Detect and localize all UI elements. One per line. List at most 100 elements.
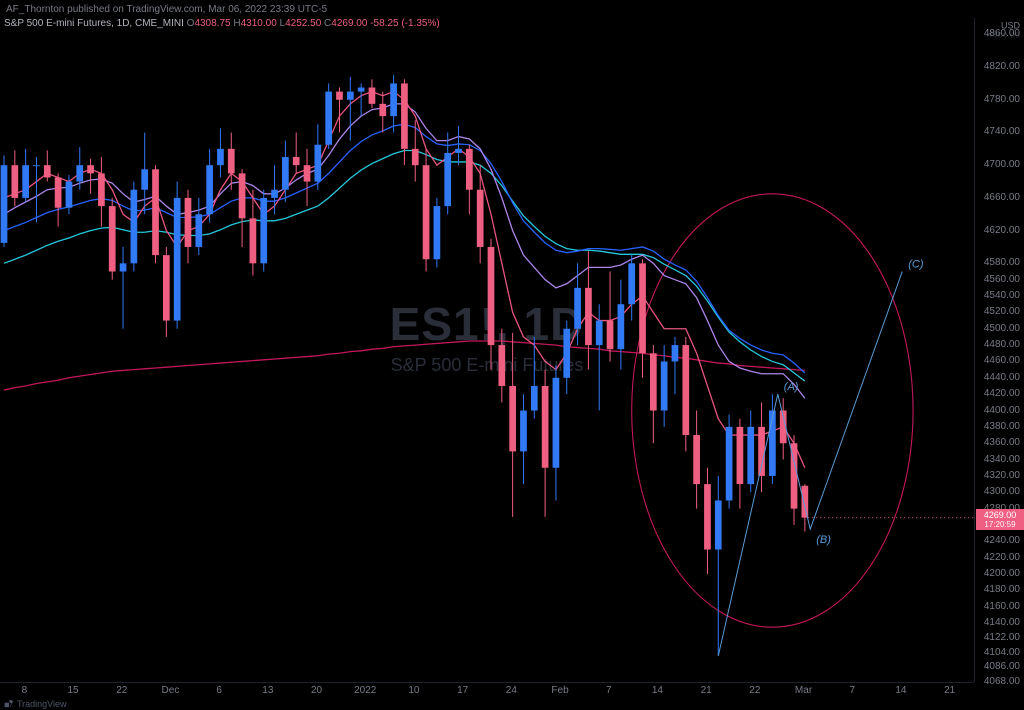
- candle-body: [98, 173, 105, 206]
- candle-body: [163, 255, 170, 320]
- candle-body: [477, 190, 484, 247]
- x-tick: 20: [311, 685, 322, 696]
- publisher-line: AF_Thornton published on TradingView.com…: [6, 4, 327, 15]
- candle-body: [131, 190, 138, 264]
- candle-body: [715, 500, 722, 549]
- time-axis[interactable]: 81522Dec613202022101724Feb7142122Mar7142…: [0, 682, 974, 700]
- publisher: AF_Thornton: [6, 4, 64, 15]
- candle-body: [304, 165, 311, 181]
- candle-body: [628, 263, 635, 304]
- y-tick: 4520.00: [984, 307, 1020, 317]
- candle-body: [44, 165, 51, 177]
- x-tick: 6: [216, 685, 222, 696]
- y-tick: 4200.00: [984, 569, 1020, 579]
- candle-body: [498, 345, 505, 386]
- candle-body: [542, 386, 549, 468]
- chart-root: AF_Thornton published on TradingView.com…: [0, 0, 1024, 710]
- y-tick: 4340.00: [984, 455, 1020, 465]
- candle-body: [109, 206, 116, 271]
- candle-body: [693, 435, 700, 484]
- y-tick: 4122.00: [984, 633, 1020, 643]
- candle-body: [206, 165, 213, 214]
- candle-body: [217, 149, 224, 165]
- candle-body: [661, 361, 668, 410]
- candle-body: [444, 153, 451, 206]
- wave-projection-line: [718, 271, 902, 655]
- y-tick: 4500.00: [984, 324, 1020, 334]
- candle-body: [758, 427, 765, 476]
- published-on: published on TradingView.com,: [67, 4, 205, 15]
- candle-body: [639, 263, 646, 353]
- y-tick: 4460.00: [984, 356, 1020, 366]
- y-tick: 4380.00: [984, 422, 1020, 432]
- candle-body: [531, 386, 538, 411]
- candle-body: [358, 88, 365, 92]
- y-tick: 4420.00: [984, 389, 1020, 399]
- candle-body: [174, 198, 181, 321]
- candle-body: [11, 165, 18, 198]
- candle-body: [607, 321, 614, 350]
- x-tick: 24: [506, 685, 517, 696]
- y-tick: 4300.00: [984, 487, 1020, 497]
- y-tick: 4440.00: [984, 373, 1020, 383]
- x-tick: 21: [944, 685, 955, 696]
- candle-body: [423, 165, 430, 259]
- x-tick: 10: [408, 685, 419, 696]
- candle-body: [726, 427, 733, 501]
- y-tick: 4220.00: [984, 553, 1020, 563]
- candle-body: [282, 157, 289, 190]
- candle-body: [455, 149, 462, 153]
- logo-text: TradingView: [17, 699, 67, 709]
- candle-body: [120, 263, 127, 271]
- candle-body: [574, 288, 581, 329]
- candle-body: [585, 288, 592, 345]
- candle-body: [596, 321, 603, 346]
- candle-body: [509, 386, 516, 451]
- x-tick: Feb: [551, 685, 568, 696]
- y-tick: 4068.00: [984, 677, 1020, 687]
- x-tick: 17: [457, 685, 468, 696]
- x-tick: 14: [652, 685, 663, 696]
- y-tick: 4580.00: [984, 258, 1020, 268]
- y-tick: 4860.00: [984, 29, 1020, 39]
- candle-body: [488, 247, 495, 345]
- candle-body: [520, 411, 527, 452]
- candle-body: [737, 427, 744, 484]
- candle-body: [412, 149, 419, 165]
- price-axis[interactable]: USD49oo.oo4860.004820.004780.004740.0047…: [974, 18, 1024, 682]
- candle-body: [33, 165, 40, 166]
- candle-body: [325, 92, 332, 145]
- candle-body: [250, 218, 257, 263]
- x-tick: 15: [67, 685, 78, 696]
- plot-svg: (A)(B)(C): [0, 18, 974, 682]
- wave-label: (B): [816, 534, 831, 546]
- x-tick: Mar: [795, 685, 812, 696]
- candle-body: [369, 88, 376, 104]
- y-tick: 4740.00: [984, 127, 1020, 137]
- y-tick: 4140.00: [984, 618, 1020, 628]
- y-tick: 4660.00: [984, 193, 1020, 203]
- x-tick: 22: [749, 685, 760, 696]
- candle-body: [336, 92, 343, 100]
- x-tick: 21: [701, 685, 712, 696]
- chart-canvas[interactable]: ES1!, 1D S&P 500 E-mini Futures S&P 500 …: [0, 18, 974, 682]
- publish-timestamp: Mar 06, 2022 23:39 UTC-5: [208, 4, 327, 15]
- candle-body: [87, 165, 94, 173]
- candle-body: [618, 304, 625, 349]
- candle-body: [76, 165, 83, 181]
- y-tick: 4320.00: [984, 471, 1020, 481]
- y-tick: 4820.00: [984, 62, 1020, 72]
- candle-body: [650, 353, 657, 410]
- y-tick: 4360.00: [984, 438, 1020, 448]
- wave-label: (C): [908, 258, 924, 270]
- candle-body: [434, 206, 441, 259]
- candle-body: [379, 104, 386, 116]
- candle-body: [682, 345, 689, 435]
- candle-body: [704, 484, 711, 549]
- candle-body: [55, 177, 62, 207]
- top-info-bar: AF_Thornton published on TradingView.com…: [0, 0, 1024, 18]
- candle-body: [801, 486, 808, 518]
- y-tick: 4180.00: [984, 585, 1020, 595]
- candle-body: [401, 83, 408, 148]
- candle-body: [390, 83, 397, 116]
